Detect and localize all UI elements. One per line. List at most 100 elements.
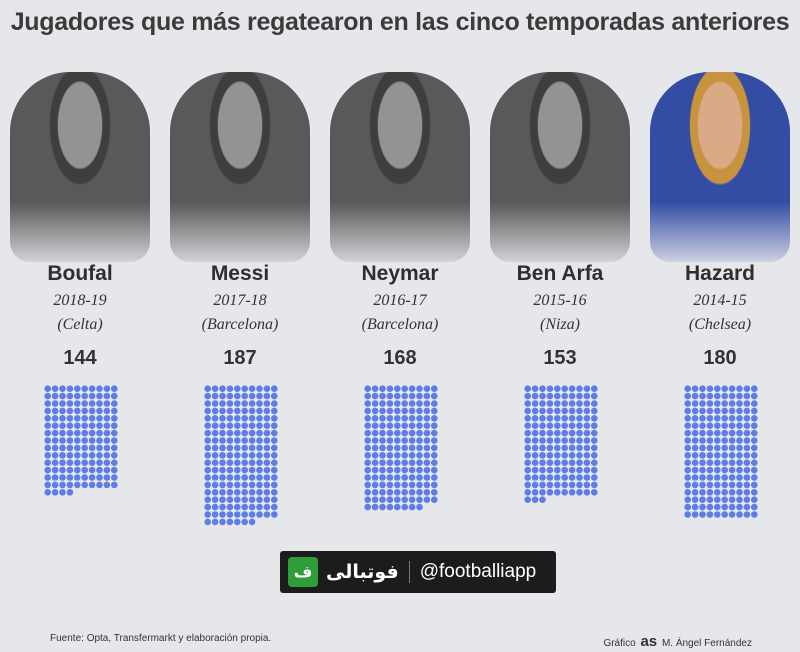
dribble-dot (531, 392, 539, 400)
dribble-dot (51, 392, 59, 400)
dribble-dot (248, 474, 256, 481)
dribble-dot (728, 511, 736, 518)
dribble-dot (241, 489, 248, 496)
dribble-dot (714, 385, 721, 392)
dribble-dot (59, 489, 66, 496)
dribble-dot (226, 415, 234, 422)
dribble-dot (74, 474, 81, 481)
dribble-dot (721, 429, 728, 437)
dribble-dot (531, 429, 539, 437)
dribble-dot (234, 518, 241, 526)
dribble-dot (691, 496, 699, 503)
dribble-dot (408, 459, 416, 466)
dribble-dot (714, 452, 721, 459)
dribble-dot (241, 452, 248, 459)
dribble-dot (211, 400, 219, 407)
dribble-dot (691, 400, 699, 407)
player-column: Messi 2017-18 (Barcelona) 187 (160, 72, 320, 652)
dribble-dot (423, 392, 431, 400)
dribble-dot (81, 437, 88, 444)
dribble-dot (539, 415, 546, 422)
dribble-dot (256, 422, 263, 429)
dribble-dot (271, 437, 278, 444)
dribble-dot (416, 503, 423, 511)
dribble-dot (111, 474, 118, 481)
dribble-dot (219, 503, 226, 511)
dribble-dot (364, 400, 371, 407)
dribble-dot (219, 474, 226, 481)
dribble-dot (364, 437, 371, 444)
player-club: (Niza) (540, 316, 580, 333)
dribble-dot (234, 452, 241, 459)
dribble-dot (736, 385, 743, 392)
dribble-dot (728, 452, 736, 459)
dribble-dot (591, 407, 598, 415)
dribble-dot (204, 481, 211, 489)
dribble-dot (386, 452, 394, 459)
dribble-dot (721, 481, 728, 489)
dribble-dot (234, 496, 241, 503)
dot-grid-svg (204, 385, 278, 526)
dribble-dot (248, 400, 256, 407)
dribble-dot (379, 503, 386, 511)
dribble-dot (728, 459, 736, 466)
dribble-dot (539, 496, 546, 503)
dribble-dot (699, 422, 706, 429)
dribble-dot (241, 511, 248, 518)
dribble-dot (416, 400, 423, 407)
dribble-dot (394, 474, 401, 481)
dribble-dot (423, 459, 431, 466)
dribble-dot (263, 489, 271, 496)
dribble-dot (684, 459, 691, 466)
dribble-dot (271, 444, 278, 452)
dribble-dot (546, 400, 554, 407)
dribble-dot (379, 459, 386, 466)
dribble-dot (423, 437, 431, 444)
dribble-dot (743, 481, 751, 489)
dribble-dot (59, 422, 66, 429)
dribble-dot (386, 422, 394, 429)
dot-grid-svg (524, 385, 598, 503)
dribble-dot (386, 407, 394, 415)
dot-grid (204, 385, 278, 526)
player-name: Neymar (361, 262, 439, 285)
dribble-dot (248, 466, 256, 474)
dribble-dot (59, 437, 66, 444)
dribble-dot (81, 481, 88, 489)
dribble-dot (234, 466, 241, 474)
dribble-dot (211, 481, 219, 489)
dribble-dot (219, 452, 226, 459)
watermark-banner: ف فوتبالی @footballiapp (280, 551, 556, 593)
dribble-dot (219, 400, 226, 407)
dribble-dot (546, 466, 554, 474)
dribble-dot (371, 489, 379, 496)
dribble-dot (51, 459, 59, 466)
dribble-dot (684, 415, 691, 422)
dribble-dot (59, 407, 66, 415)
dribble-dot (423, 444, 431, 452)
dribble-dot (111, 466, 118, 474)
dribble-dot (714, 459, 721, 466)
dribble-dot (531, 407, 539, 415)
dribble-dot (394, 407, 401, 415)
dribble-dot (524, 437, 531, 444)
dribble-dot (81, 385, 88, 392)
dribble-dot (51, 385, 59, 392)
dribble-dot (364, 474, 371, 481)
dribble-dot (699, 511, 706, 518)
dribble-dot (431, 452, 438, 459)
dribble-dot (691, 444, 699, 452)
dribble-dot (706, 400, 714, 407)
dribble-dot (103, 392, 111, 400)
dribble-dot (234, 503, 241, 511)
dribble-dot (59, 444, 66, 452)
dribble-dot (743, 496, 751, 503)
dribble-dot (51, 489, 59, 496)
dribble-dot (44, 429, 51, 437)
dribble-dot (263, 392, 271, 400)
dribble-dot (546, 429, 554, 437)
dribble-dot (568, 444, 576, 452)
dribble-dot (736, 437, 743, 444)
dribble-dot (88, 385, 96, 392)
dribble-dot (583, 415, 591, 422)
